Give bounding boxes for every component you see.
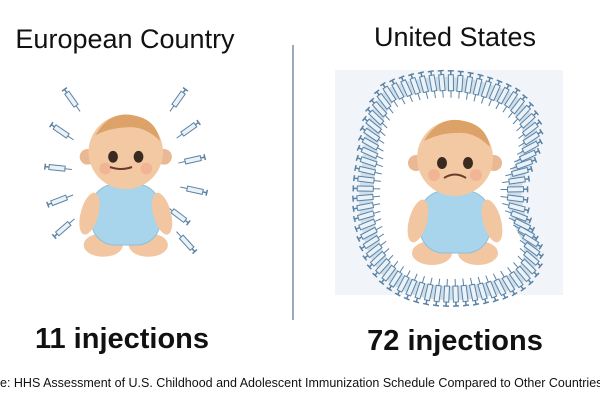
source-note: e: HHS Assessment of U.S. Childhood and …: [0, 376, 600, 390]
syringe: [48, 121, 77, 144]
syringe: [173, 228, 198, 255]
syringe: [51, 215, 78, 240]
syringe: [178, 183, 209, 197]
syringe: [174, 119, 202, 142]
syringe: [176, 153, 207, 167]
injection-count: 72 injections: [367, 325, 543, 357]
column-title: United States: [374, 22, 536, 52]
column-title: European Country: [15, 24, 235, 54]
syringe: [44, 162, 73, 174]
injection-count: 11 injections: [35, 323, 209, 355]
syringe: [46, 191, 75, 209]
baby-mouth: [443, 173, 467, 179]
baby: [74, 114, 177, 258]
baby-mouth: [109, 166, 133, 170]
syringe: [166, 86, 189, 114]
syringe: [61, 86, 84, 114]
